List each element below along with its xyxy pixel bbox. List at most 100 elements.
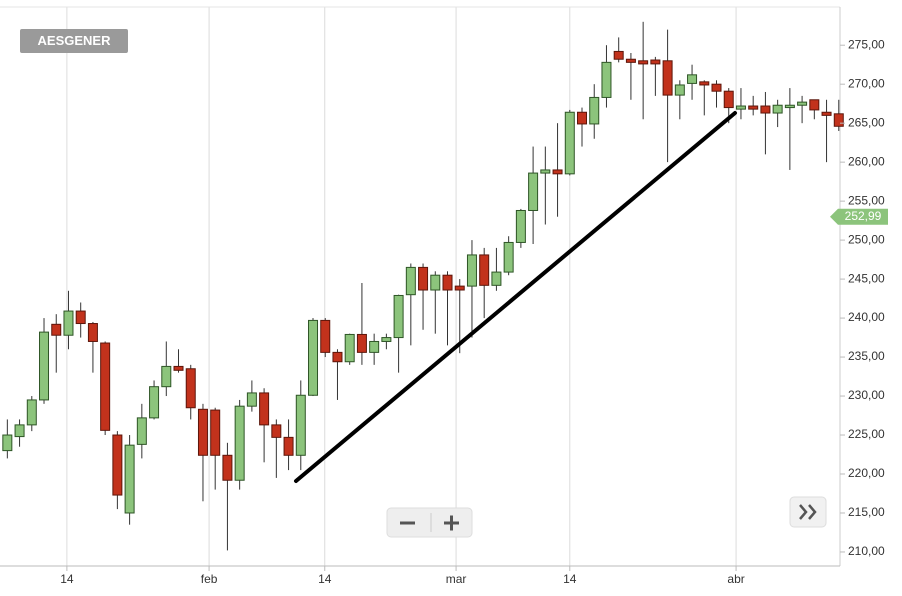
scroll-end-icon-1 (799, 504, 808, 520)
candle-body (369, 340, 380, 353)
candle-body (540, 169, 551, 174)
candle-body (577, 111, 588, 125)
candle-body (650, 59, 661, 65)
candle-body (466, 254, 477, 287)
candle-body (491, 271, 502, 286)
y-tick-label: 275,00 (848, 37, 885, 51)
candle-body (393, 294, 404, 339)
candle-body (784, 104, 795, 109)
x-tick-label: 14 (318, 572, 332, 586)
candle-body (613, 50, 624, 60)
candle-body (515, 209, 526, 243)
candle-body (479, 254, 490, 286)
trend-line (294, 111, 737, 483)
x-tick-label: mar (446, 572, 467, 586)
candle-body (14, 424, 25, 438)
y-tick-label: 255,00 (848, 193, 885, 207)
candle-body (344, 333, 355, 363)
zoom-out-button[interactable] (388, 509, 430, 536)
candle-body (246, 392, 257, 407)
scroll-end-bg[interactable] (789, 496, 827, 528)
scroll-end-button[interactable] (789, 496, 827, 528)
chart-title: AESGENER (38, 33, 112, 48)
y-tick-label: 210,00 (848, 544, 885, 558)
candle-body (75, 310, 86, 325)
candle-body (454, 285, 465, 291)
candle-body (149, 386, 160, 419)
candle-body (735, 105, 746, 110)
y-tick-label: 230,00 (848, 388, 885, 402)
candle-body (161, 365, 172, 388)
candle-body (283, 436, 294, 456)
candle-body (320, 319, 331, 353)
y-tick-label: 240,00 (848, 310, 885, 324)
candle-body (442, 274, 453, 291)
candle-body (711, 83, 722, 92)
candle-body (124, 444, 135, 514)
candles (2, 21, 844, 551)
x-tick-label: abr (727, 572, 744, 586)
candle-body (234, 405, 245, 481)
candle-body (63, 310, 74, 336)
candle-body (601, 61, 612, 98)
candle-body (173, 365, 184, 371)
y-tick-label: 260,00 (848, 154, 885, 168)
candle-body (295, 394, 306, 456)
candle-body (503, 241, 514, 273)
y-tick-label: 220,00 (848, 466, 885, 480)
candle-body (723, 90, 734, 109)
x-tick-label: feb (201, 572, 218, 586)
x-tick-label: 14 (563, 572, 577, 586)
candle-body (136, 417, 147, 445)
last-price-tag: 252,99 (830, 208, 888, 225)
candle-body (699, 81, 710, 86)
grid (66, 7, 737, 566)
candle-body (552, 169, 563, 175)
y-tick-label: 245,00 (848, 271, 885, 285)
last-price-label: 252,99 (845, 209, 882, 223)
candle-body (430, 274, 441, 291)
candle-body (589, 96, 600, 125)
x-tick-label: 14 (60, 572, 74, 586)
candle-body (308, 319, 319, 396)
candle-body (26, 399, 37, 426)
candle-body (528, 172, 539, 211)
y-tick-label: 235,00 (848, 349, 885, 363)
y-tick-label: 215,00 (848, 505, 885, 519)
candle-body (185, 368, 196, 409)
candle-body (332, 351, 343, 363)
candle-body (760, 105, 771, 114)
y-tick-label: 225,00 (848, 427, 885, 441)
candle-body (418, 266, 429, 291)
candle-body (809, 99, 820, 111)
candle-body (772, 104, 783, 114)
candle-body (625, 58, 636, 63)
candle-body (356, 333, 367, 353)
candle-body (2, 434, 13, 452)
candle-body (662, 60, 673, 96)
candle-body (100, 342, 111, 431)
candle-body (112, 434, 123, 496)
candle-body (638, 60, 649, 65)
candle-body (405, 266, 416, 296)
candle-body (259, 392, 270, 426)
candle-body (687, 74, 698, 84)
y-tick-label: 270,00 (848, 76, 885, 90)
symbol-badge-bg (20, 29, 128, 53)
candle-body (197, 408, 208, 456)
zoom-in-button[interactable] (432, 509, 471, 536)
candle-body (51, 323, 62, 336)
candle-body (564, 111, 575, 175)
candle-body (381, 337, 392, 342)
candle-body (833, 113, 844, 127)
last-price-flag (830, 208, 888, 225)
candle-body (271, 424, 282, 438)
candle-body (821, 111, 832, 116)
y-tick-label: 250,00 (848, 232, 885, 246)
candle-body (222, 454, 233, 481)
candle-body (39, 331, 50, 401)
scroll-end-icon-2 (808, 504, 817, 520)
candle-body (210, 409, 221, 456)
